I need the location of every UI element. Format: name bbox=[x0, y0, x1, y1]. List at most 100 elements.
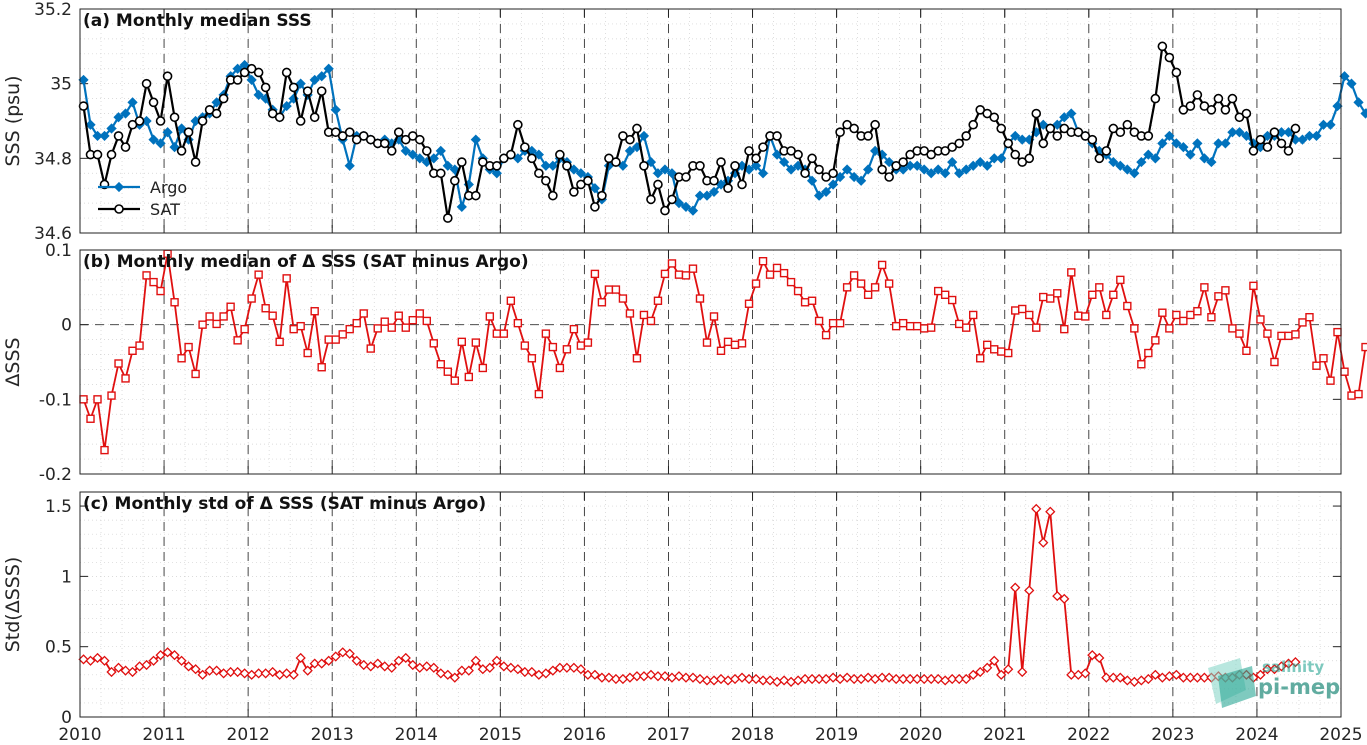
data-point-sat bbox=[1038, 138, 1049, 149]
data-point-delta bbox=[373, 324, 382, 333]
data-point-delta bbox=[324, 335, 333, 344]
data-point-delta bbox=[1276, 661, 1287, 672]
data-point-delta bbox=[407, 659, 418, 671]
data-point-delta bbox=[1221, 286, 1230, 295]
x-tick-label: 2016 bbox=[563, 725, 606, 745]
data-point-delta bbox=[778, 675, 790, 686]
data-point-sat bbox=[639, 161, 649, 171]
data-point-delta bbox=[302, 665, 313, 676]
y-tick-label: 1 bbox=[61, 567, 72, 587]
data-point-argo bbox=[162, 127, 173, 138]
data-point-sat bbox=[183, 127, 194, 137]
data-point-sat bbox=[1122, 119, 1133, 130]
data-point-sat bbox=[1276, 138, 1287, 149]
data-point-delta bbox=[1255, 669, 1266, 680]
data-point-delta bbox=[296, 321, 305, 331]
data-point-delta bbox=[764, 675, 776, 686]
data-point-sat bbox=[611, 157, 621, 167]
data-point-delta bbox=[1207, 313, 1216, 322]
data-point-delta bbox=[197, 669, 208, 680]
y-tick-label: 0 bbox=[61, 316, 72, 336]
data-point-delta bbox=[1150, 669, 1161, 680]
data-point-delta bbox=[169, 650, 180, 661]
data-point-delta bbox=[85, 655, 96, 666]
data-point-argo bbox=[148, 134, 159, 145]
data-point-argo bbox=[1017, 134, 1028, 145]
data-point-argo bbox=[863, 164, 874, 175]
y-tick-label: -0.1 bbox=[39, 390, 72, 410]
data-point-sat bbox=[751, 153, 761, 164]
data-point-sat bbox=[828, 168, 838, 179]
data-point-argo bbox=[1297, 134, 1308, 145]
data-point-sat bbox=[646, 194, 656, 205]
data-point-delta bbox=[540, 668, 551, 679]
data-point-delta bbox=[79, 395, 88, 404]
data-point-delta bbox=[519, 666, 530, 678]
data-point-delta bbox=[211, 665, 222, 676]
data-point-delta bbox=[1319, 354, 1328, 363]
data-point-sat bbox=[316, 86, 327, 96]
data-point-delta bbox=[989, 655, 1000, 666]
data-point-delta bbox=[499, 329, 509, 338]
data-point-delta bbox=[93, 395, 102, 404]
x-tick-label: 2020 bbox=[899, 725, 942, 745]
data-point-sat bbox=[744, 146, 754, 156]
data-point-argo bbox=[589, 183, 601, 194]
y-tick-label: 35.2 bbox=[34, 0, 72, 20]
data-point-argo bbox=[940, 168, 951, 179]
x-tick-label: 2011 bbox=[142, 725, 185, 745]
data-point-argo bbox=[470, 134, 481, 145]
y-tick-label: 34.6 bbox=[34, 224, 72, 244]
data-point-sat bbox=[211, 108, 222, 119]
data-point-delta bbox=[1039, 292, 1048, 302]
data-point-delta bbox=[975, 666, 986, 678]
logo-salinity-text: salinity bbox=[1262, 658, 1324, 676]
data-point-delta bbox=[170, 298, 179, 307]
data-point-argo bbox=[344, 160, 355, 171]
data-point-delta bbox=[841, 672, 853, 683]
data-point-delta bbox=[1053, 289, 1062, 298]
panel-a-sss: 34.6 34.8 35 35.2 SSS (psu) (a) Monthly media… bbox=[2, 0, 1367, 244]
data-point-sat bbox=[1052, 131, 1063, 141]
data-point-delta bbox=[415, 309, 424, 318]
data-point-delta bbox=[345, 324, 354, 334]
data-point-sat bbox=[190, 157, 201, 167]
data-point-delta bbox=[393, 655, 404, 666]
data-point-delta bbox=[471, 338, 481, 347]
data-point-delta bbox=[247, 294, 256, 303]
data-point-delta bbox=[226, 302, 235, 311]
data-point-delta bbox=[254, 270, 263, 279]
data-point-delta bbox=[954, 673, 965, 685]
y-tick-label: 0.1 bbox=[45, 241, 72, 261]
data-point-sat bbox=[730, 161, 740, 171]
data-point-delta bbox=[715, 673, 727, 685]
legend-marker bbox=[114, 204, 124, 214]
data-point-delta bbox=[198, 320, 207, 329]
data-point-delta bbox=[338, 330, 347, 339]
data-point-delta bbox=[1087, 650, 1098, 661]
data-point-argo bbox=[449, 164, 460, 175]
data-point-delta bbox=[765, 270, 775, 279]
data-point-delta bbox=[555, 363, 565, 373]
data-point-delta bbox=[983, 340, 992, 350]
data-point-sat bbox=[1227, 93, 1238, 104]
data-point-sat bbox=[1185, 101, 1196, 111]
data-point-argo bbox=[1241, 130, 1252, 142]
data-point-argo bbox=[1304, 130, 1315, 142]
data-point-delta bbox=[1038, 537, 1049, 548]
data-point-argo bbox=[961, 164, 972, 175]
data-point-sat bbox=[1262, 142, 1273, 152]
data-point-argo bbox=[113, 112, 124, 123]
data-point-delta bbox=[926, 323, 936, 332]
data-point-delta bbox=[554, 662, 565, 673]
data-point-delta bbox=[176, 655, 187, 666]
plot-frame bbox=[79, 8, 1342, 234]
data-point-delta bbox=[204, 665, 215, 676]
data-point-delta bbox=[680, 672, 692, 683]
data-point-argo bbox=[638, 130, 650, 142]
data-point-delta bbox=[618, 294, 628, 303]
data-point-argo bbox=[155, 138, 166, 149]
x-tick-label: 2013 bbox=[311, 725, 354, 745]
data-point-argo bbox=[323, 63, 334, 74]
data-point-delta bbox=[898, 318, 908, 328]
